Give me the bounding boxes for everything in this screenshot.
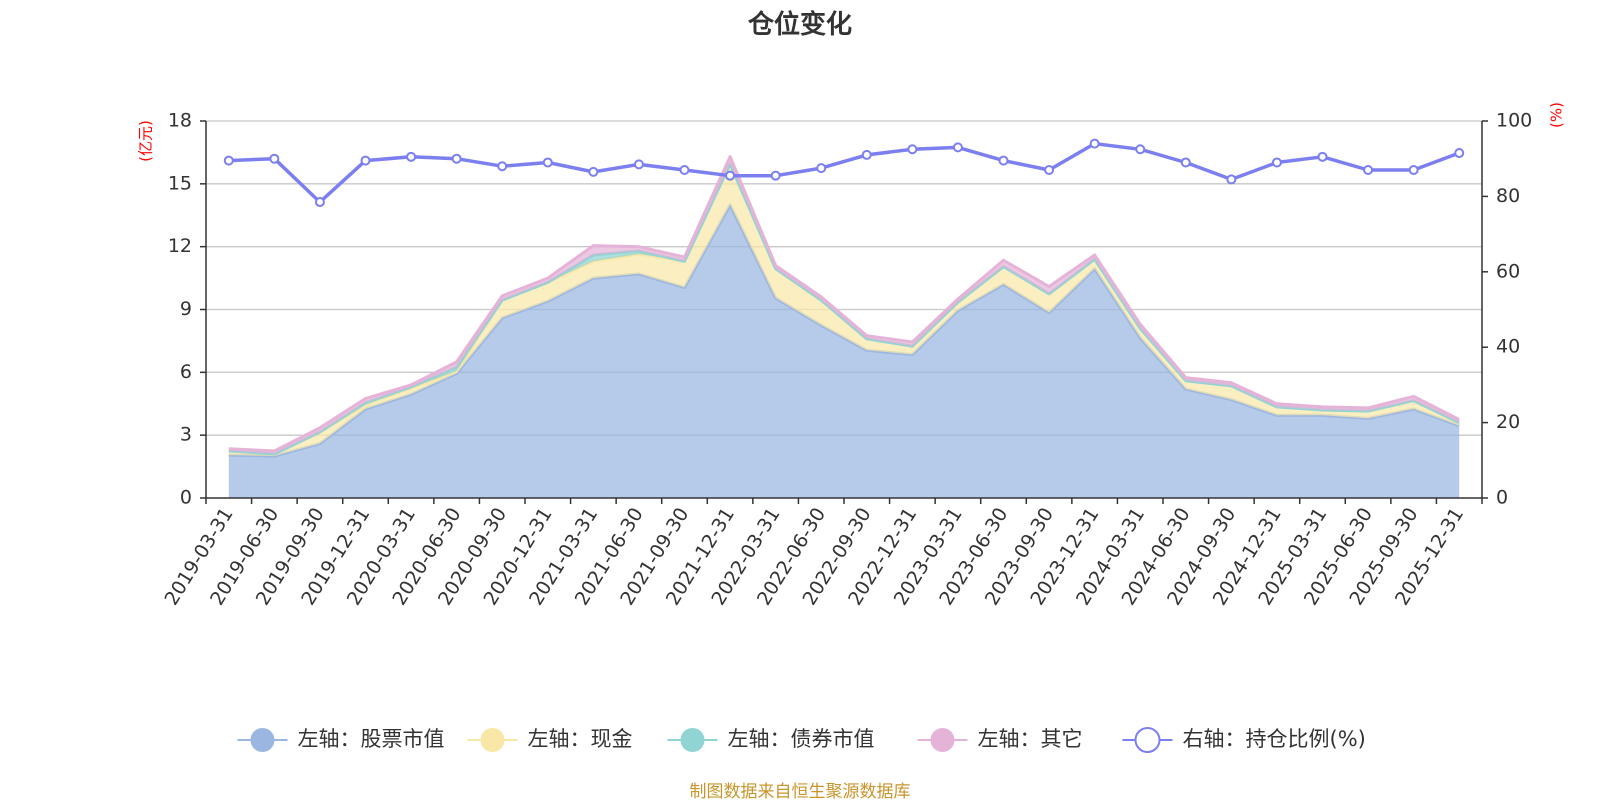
left-tick-label: 12 — [168, 235, 192, 257]
legend-marker — [1134, 727, 1161, 753]
ratio-point — [542, 157, 553, 168]
series-lines — [223, 138, 1465, 208]
ratio-point — [998, 155, 1009, 166]
ratio-point — [770, 170, 781, 181]
ratio-point — [406, 151, 417, 162]
data-source-note: 制图数据来自恒生聚源数据库 — [689, 782, 911, 802]
left-tick-label: 6 — [180, 361, 192, 383]
legend-item: 左轴：股票市值 — [237, 727, 445, 752]
ratio-point — [816, 163, 827, 174]
legend-label: 左轴：其它 — [978, 727, 1083, 751]
ratio-point — [1135, 144, 1146, 155]
legend-marker — [930, 728, 955, 752]
ratio-point — [269, 153, 280, 164]
ratio-point — [633, 159, 644, 170]
ratio-point — [314, 197, 325, 208]
right-tick-label: 20 — [1496, 411, 1520, 433]
ratio-point — [451, 153, 462, 164]
ratio-point — [1089, 138, 1100, 149]
legend-label: 右轴：持仓比例(%) — [1183, 727, 1366, 751]
right-tick-label: 60 — [1496, 260, 1520, 282]
ratio-point — [1226, 174, 1237, 185]
legend-label: 左轴：现金 — [528, 727, 633, 751]
ratio-point — [1044, 165, 1055, 176]
ratio-point — [223, 155, 234, 166]
ratio-point — [1180, 157, 1191, 168]
left-axis-unit: (亿元) — [137, 120, 155, 162]
left-tick-label: 18 — [168, 110, 192, 132]
ratio-point — [1454, 148, 1465, 159]
area-edge-4 — [228, 155, 1460, 453]
right-axis-unit: (%) — [1548, 102, 1566, 128]
ratio-line — [228, 141, 1460, 204]
ratio-point — [1271, 157, 1282, 168]
ratio-point — [861, 149, 872, 160]
legend-marker — [680, 728, 705, 752]
left-tick-label: 15 — [168, 172, 192, 194]
ratio-point — [497, 161, 508, 172]
left-tick-label: 0 — [180, 487, 192, 509]
right-tick-label: 80 — [1496, 185, 1520, 207]
legend-item: 左轴：债券市值 — [667, 727, 875, 752]
ratio-point — [952, 142, 963, 153]
ratio-point — [725, 170, 736, 181]
legend-item: 左轴：其它 — [917, 727, 1083, 752]
area-1 — [228, 204, 1460, 499]
ratio-point — [588, 166, 599, 177]
chart-title: 仓位变化 — [747, 9, 852, 40]
ratio-point — [679, 165, 690, 176]
ratio-point — [1317, 151, 1328, 162]
legend-marker — [480, 728, 505, 752]
ratio-point — [907, 144, 918, 155]
legend: 左轴：股票市值 左轴：现金 左轴：债券市值 左轴：其它 右轴：持仓比例(%) — [237, 727, 1366, 753]
left-tick-label: 3 — [180, 424, 192, 446]
legend-label: 左轴：债券市值 — [728, 727, 875, 751]
legend-item: 右轴：持仓比例(%) — [1122, 727, 1366, 753]
legend-label: 左轴：股票市值 — [298, 727, 445, 751]
right-tick-label: 0 — [1496, 487, 1508, 509]
ratio-point — [1363, 165, 1374, 176]
ratio-point — [1408, 165, 1419, 176]
legend-item: 左轴：现金 — [467, 727, 633, 752]
left-tick-label: 9 — [180, 298, 192, 320]
legend-marker — [250, 728, 275, 752]
right-tick-label: 40 — [1496, 336, 1520, 358]
right-tick-label: 100 — [1496, 110, 1532, 132]
ratio-point — [360, 155, 371, 166]
stacked-areas — [228, 155, 1460, 499]
